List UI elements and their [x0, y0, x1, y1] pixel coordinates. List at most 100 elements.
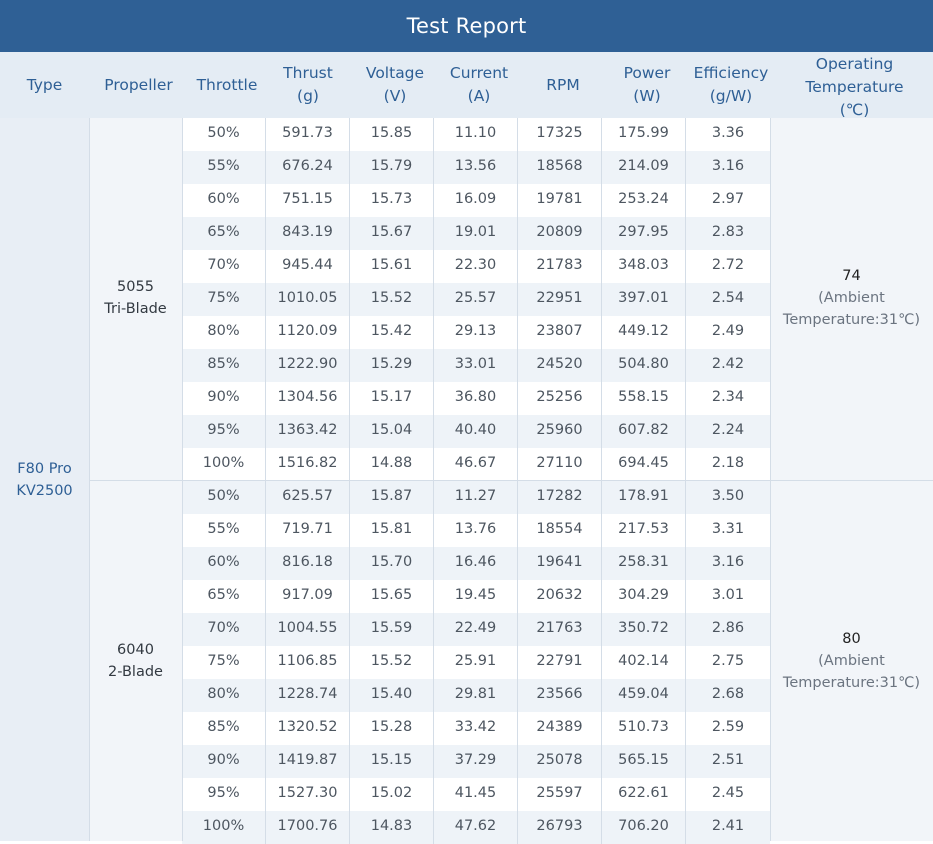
voltage-cell: 15.52	[350, 646, 434, 679]
current-cell: 40.40	[434, 415, 518, 448]
group-divider	[89, 480, 933, 481]
table-row: 50% 625.57 15.87 11.27 17282 178.91 3.50	[182, 481, 770, 514]
header-operating-temperature: Operating Temperature (℃)	[776, 52, 933, 118]
rpm-cell: 21763	[518, 613, 602, 646]
header-voltage-label: Voltage	[365, 64, 425, 82]
thrust-cell: 1222.90	[266, 349, 350, 382]
voltage-cell: 15.02	[350, 778, 434, 811]
propeller-size: 6040	[117, 642, 154, 658]
efficiency-cell: 2.24	[711, 422, 745, 438]
header-type: Type	[0, 52, 89, 118]
rpm-cell: 25960	[518, 415, 602, 448]
header-voltage-unit: (V)	[383, 87, 407, 105]
thrust-cell: 625.57	[266, 481, 350, 514]
rpm-cell: 23566	[518, 679, 602, 712]
throttle-cell: 85%	[182, 349, 266, 382]
thrust-cell: 917.09	[266, 580, 350, 613]
propeller-blade-type: 2-Blade	[108, 664, 163, 680]
throttle-cell: 75%	[182, 283, 266, 316]
throttle-cell: 55%	[182, 514, 266, 547]
motor-type: F80 Pro KV2500	[0, 458, 89, 502]
throttle-cell: 75%	[182, 646, 266, 679]
rpm-cell: 19641	[518, 547, 602, 580]
rpm-cell: 25597	[518, 778, 602, 811]
current-cell: 11.10	[434, 118, 518, 151]
rpm-cell: 25078	[518, 745, 602, 778]
header-temperature-unit: (℃)	[839, 101, 870, 118]
divider-propeller	[182, 118, 183, 841]
current-cell: 13.76	[434, 514, 518, 547]
throttle-cell: 50%	[182, 118, 266, 151]
table-row: 65% 843.19 15.67 19.01 20809 297.95 2.83	[182, 217, 770, 250]
thrust-cell: 1363.42	[266, 415, 350, 448]
operating-temperature-group-1: 74 (Ambient Temperature:31℃)	[770, 265, 933, 331]
thrust-cell: 1106.85	[266, 646, 350, 679]
ambient-temperature-value: Temperature:31℃)	[782, 312, 921, 328]
motor-type-kv: KV2500	[16, 483, 73, 499]
header-current-unit: (A)	[467, 87, 491, 105]
rpm-cell: 22951	[518, 283, 602, 316]
rpm-cell: 18554	[518, 514, 602, 547]
table-row: 55% 676.24 15.79 13.56 18568 214.09 3.16	[182, 151, 770, 184]
table-row: 95% 1363.42 15.04 40.40 25960 607.82 2.24	[182, 415, 770, 448]
efficiency-cell: 3.31	[711, 521, 745, 537]
table-row: 100% 1700.76 14.83 47.62 26793 706.20 2.41	[182, 811, 770, 844]
header-power-unit: (W)	[633, 87, 661, 105]
header-thrust-unit: (g)	[297, 87, 319, 105]
divider-type	[89, 118, 90, 841]
propeller-column	[89, 118, 182, 841]
voltage-cell: 15.70	[350, 547, 434, 580]
throttle-cell: 95%	[182, 415, 266, 448]
voltage-cell: 15.40	[350, 679, 434, 712]
throttle-cell: 90%	[182, 745, 266, 778]
header-temperature-label: Temperature	[805, 78, 904, 96]
current-cell: 11.27	[434, 481, 518, 514]
voltage-cell: 15.29	[350, 349, 434, 382]
efficiency-cell: 2.18	[711, 455, 745, 471]
voltage-cell: 15.79	[350, 151, 434, 184]
header-rpm-label: RPM	[546, 75, 580, 94]
current-cell: 29.81	[434, 679, 518, 712]
table-row: 80% 1228.74 15.40 29.81 23566 459.04 2.68	[182, 679, 770, 712]
header-efficiency: Efficiency (g/W)	[686, 52, 776, 118]
power-cell: 214.09	[602, 151, 686, 184]
rpm-cell: 23807	[518, 316, 602, 349]
efficiency-cell: 3.01	[711, 587, 745, 603]
divider-efficiency	[770, 118, 771, 841]
thrust-cell: 1527.30	[266, 778, 350, 811]
current-cell: 41.45	[434, 778, 518, 811]
throttle-cell: 70%	[182, 250, 266, 283]
power-cell: 622.61	[602, 778, 686, 811]
table-row: 95% 1527.30 15.02 41.45 25597 622.61 2.45	[182, 778, 770, 811]
rpm-cell: 27110	[518, 448, 602, 481]
power-cell: 178.91	[602, 481, 686, 514]
efficiency-cell: 3.36	[711, 125, 745, 141]
power-cell: 510.73	[602, 712, 686, 745]
efficiency-cell: 2.75	[711, 653, 745, 669]
thrust-cell: 719.71	[266, 514, 350, 547]
power-cell: 706.20	[602, 811, 686, 844]
voltage-cell: 15.59	[350, 613, 434, 646]
header-rpm: RPM	[518, 52, 608, 118]
header-operating-label: Operating	[815, 55, 894, 73]
current-cell: 29.13	[434, 316, 518, 349]
current-cell: 33.01	[434, 349, 518, 382]
efficiency-cell: 2.83	[711, 224, 745, 240]
current-cell: 22.30	[434, 250, 518, 283]
header-throttle-label: Throttle	[196, 75, 258, 94]
rpm-cell: 24520	[518, 349, 602, 382]
table-row: 90% 1419.87 15.15 37.29 25078 565.15 2.51	[182, 745, 770, 778]
efficiency-cell: 3.50	[711, 488, 745, 504]
current-cell: 47.62	[434, 811, 518, 844]
rpm-cell: 20632	[518, 580, 602, 613]
voltage-cell: 15.52	[350, 283, 434, 316]
current-cell: 19.01	[434, 217, 518, 250]
voltage-cell: 14.83	[350, 811, 434, 844]
table-row: 75% 1010.05 15.52 25.57 22951 397.01 2.54	[182, 283, 770, 316]
voltage-cell: 15.28	[350, 712, 434, 745]
power-cell: 253.24	[602, 184, 686, 217]
efficiency-cell: 2.51	[711, 752, 745, 768]
throttle-cell: 80%	[182, 316, 266, 349]
thrust-cell: 1010.05	[266, 283, 350, 316]
thrust-cell: 1320.52	[266, 712, 350, 745]
